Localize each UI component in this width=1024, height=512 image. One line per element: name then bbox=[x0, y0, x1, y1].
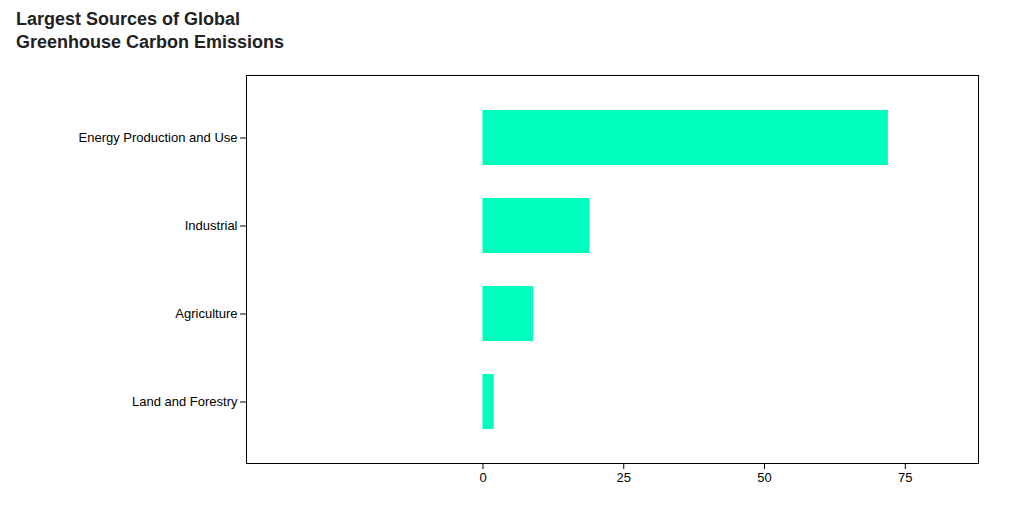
svg-text:Energy Production and Use: Energy Production and Use bbox=[79, 130, 238, 145]
svg-text:Agriculture: Agriculture bbox=[175, 306, 237, 321]
svg-text:Industrial: Industrial bbox=[185, 218, 238, 233]
svg-text:75: 75 bbox=[898, 470, 912, 485]
svg-text:0: 0 bbox=[479, 470, 486, 485]
svg-text:25: 25 bbox=[617, 470, 631, 485]
html-text:Largest Sources of Global Gree: Largest Sources of Global Greenhouse Car… bbox=[16, 9, 285, 53]
svg-text:50: 50 bbox=[757, 470, 771, 485]
svg-text:Land and Forestry: Land and Forestry bbox=[132, 394, 238, 409]
